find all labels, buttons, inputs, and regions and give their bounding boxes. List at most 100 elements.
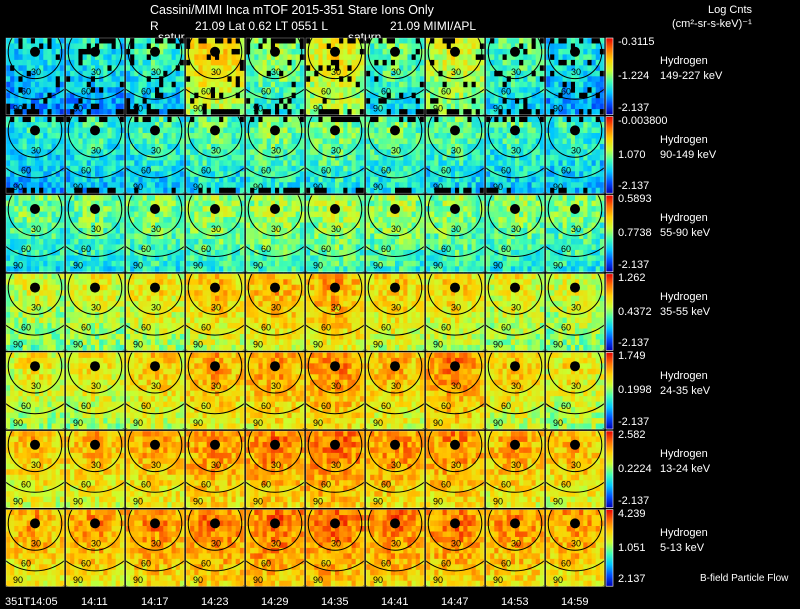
saturn-disc: [390, 439, 400, 450]
saturn-disc: [450, 282, 460, 293]
contour-arc: [307, 273, 363, 315]
contour-arc: [547, 195, 603, 237]
contour-arc: [126, 167, 184, 179]
saturn-disc: [90, 282, 100, 293]
contour-label: 90: [493, 418, 503, 428]
contour-label: 90: [313, 418, 323, 428]
contour-arc: [186, 245, 244, 257]
contour-arc: [127, 431, 183, 473]
contour-label: 90: [373, 339, 383, 349]
contour-label: 60: [81, 87, 91, 97]
panel-border: [305, 194, 365, 273]
contour-arc: [186, 403, 244, 415]
contour-label: 90: [13, 418, 23, 428]
contour-label: 90: [253, 497, 263, 507]
contour-arc: [367, 509, 423, 551]
contour-label: 30: [331, 224, 341, 234]
panel-border: [185, 273, 245, 351]
contour-arc: [486, 245, 544, 257]
panel-border: [545, 430, 605, 508]
contour-label: 30: [571, 303, 581, 313]
contour-arc: [247, 38, 303, 80]
contour-arc: [426, 245, 484, 257]
saturn-disc: [150, 125, 160, 136]
panel-border: [365, 273, 425, 351]
scale-min-r3: -2.137: [618, 337, 650, 350]
contour-label: 60: [441, 480, 451, 490]
contour-label: 30: [211, 381, 221, 391]
saturn-disc: [30, 125, 40, 136]
saturn-disc: [30, 203, 40, 214]
contour-label: 90: [553, 497, 563, 507]
contour-arc: [306, 245, 364, 257]
contour-label: 90: [133, 418, 143, 428]
saturn-disc: [30, 361, 40, 372]
panel-border: [65, 116, 125, 194]
contour-label: 90: [253, 182, 263, 192]
scale-max-r6: 4.239: [618, 507, 646, 520]
contour-label: 60: [261, 480, 271, 490]
contour-label: 30: [331, 303, 341, 313]
contour-label: 60: [21, 558, 31, 568]
contour-label: 90: [193, 418, 203, 428]
panel-border: [5, 352, 65, 430]
panel-border: [65, 352, 125, 430]
contour-arc: [7, 273, 63, 315]
panel-border: [305, 430, 365, 508]
saturn-disc: [330, 518, 340, 529]
saturn-disc: [570, 439, 580, 450]
scale-max-r1: -0.003800: [618, 114, 668, 127]
species-name: Hydrogen: [660, 291, 708, 304]
time-tick-label: 351T14:05: [5, 596, 58, 608]
saturn-disc: [390, 282, 400, 293]
contour-label: 30: [151, 145, 161, 155]
contour-label: 90: [13, 575, 23, 585]
species-name: Hydrogen: [660, 369, 708, 382]
panel-border: [65, 509, 125, 587]
contour-label: 30: [31, 224, 41, 234]
contour-label: 90: [73, 418, 83, 428]
panel-border: [65, 273, 125, 351]
contour-label: 90: [373, 182, 383, 192]
panel-border: [245, 116, 305, 194]
contour-label: 30: [211, 67, 221, 77]
contour-label: 30: [271, 224, 281, 234]
saturn-disc: [330, 361, 340, 372]
colorbar-r5: [605, 430, 614, 508]
contour-arc: [367, 273, 423, 315]
panel-border: [425, 430, 485, 508]
contour-label: 90: [253, 104, 263, 114]
saturn-disc: [30, 439, 40, 450]
contour-arc: [487, 116, 543, 158]
saturn-disc: [390, 361, 400, 372]
contour-arc: [487, 195, 543, 237]
contour-label: 90: [493, 575, 503, 585]
contour-arc: [247, 431, 303, 473]
colorbar-r4: [605, 352, 614, 430]
contour-arc: [67, 431, 123, 473]
contour-arc: [426, 167, 484, 179]
panel-border: [485, 116, 545, 194]
scale-mid-r5: 0.2224: [618, 463, 652, 475]
contour-label: 90: [193, 104, 203, 114]
scale-mid-r3: 0.4372: [618, 305, 652, 318]
contour-arc: [67, 195, 123, 237]
contour-label: 60: [201, 401, 211, 411]
saturn-disc: [570, 518, 580, 529]
contour-label: 30: [511, 538, 521, 548]
contour-arc: [427, 352, 483, 394]
panel-border: [365, 509, 425, 587]
contour-arc: [126, 245, 184, 257]
scale-mid-r4: 0.1998: [618, 384, 652, 397]
